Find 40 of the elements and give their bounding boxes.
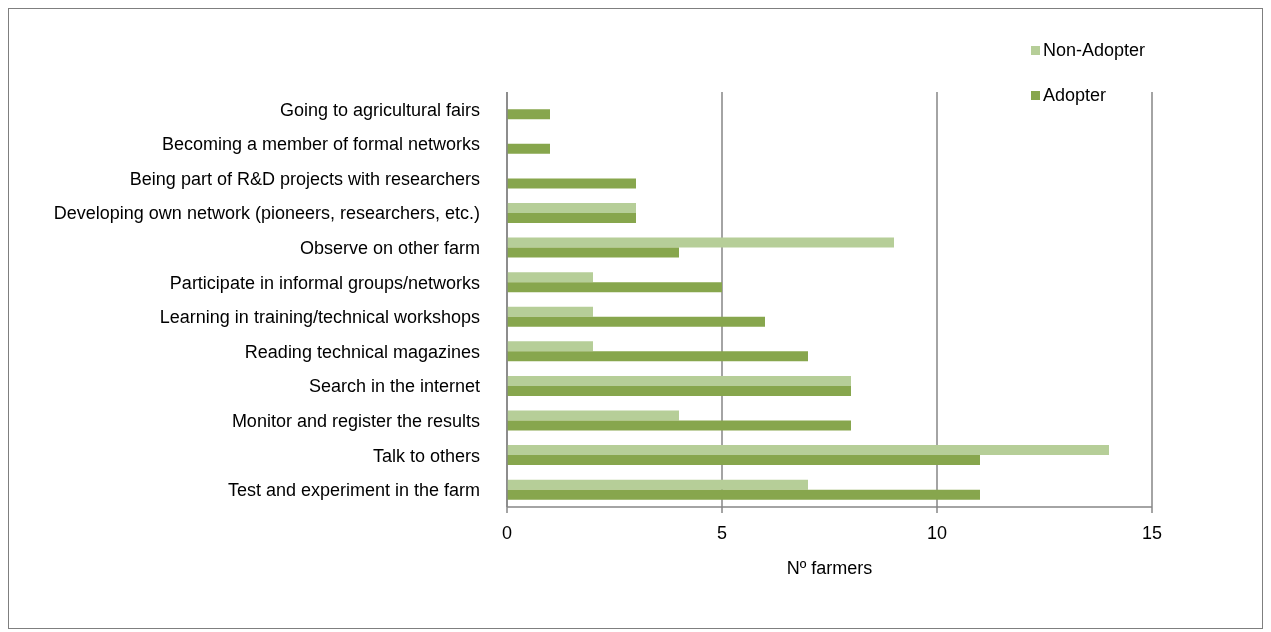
bar xyxy=(507,282,722,293)
y-tick-label: Talk to others xyxy=(372,445,480,466)
y-tick-label: Participate in informal groups/networks xyxy=(169,272,480,293)
legend-label: Adopter xyxy=(1043,84,1107,106)
bar xyxy=(507,203,636,214)
y-tick-label: Going to agricultural fairs xyxy=(279,99,480,120)
bar xyxy=(507,109,550,120)
bar xyxy=(507,306,593,317)
y-tick-label: Observe on other farm xyxy=(299,238,480,259)
x-tick-label: 0 xyxy=(501,522,513,543)
bar xyxy=(507,385,851,396)
legend-label: Non-Adopter xyxy=(1043,39,1146,61)
y-tick-label: Learning in training/technical workshops xyxy=(159,307,480,328)
y-tick-label: Reading technical magazines xyxy=(244,341,480,362)
bar xyxy=(507,489,980,500)
bar xyxy=(507,445,1109,456)
x-tick-label: 5 xyxy=(716,522,728,543)
x-tick-label: 15 xyxy=(1141,522,1163,543)
bar xyxy=(507,455,980,466)
bar xyxy=(507,247,679,258)
bar xyxy=(507,272,593,283)
bar xyxy=(507,213,636,224)
y-tick-label: Search in the internet xyxy=(308,376,480,397)
bar xyxy=(507,316,765,327)
x-tick-label: 10 xyxy=(926,522,948,543)
bar xyxy=(507,341,593,352)
bar xyxy=(507,420,851,431)
y-tick-label: Test and experiment in the farm xyxy=(227,480,480,501)
y-tick-label: Monitor and register the results xyxy=(231,410,480,431)
bar xyxy=(507,410,679,421)
bar xyxy=(507,237,894,248)
bar xyxy=(507,351,808,362)
bar xyxy=(507,375,851,386)
y-tick-label: Developing own network (pioneers, researchers, etc.) xyxy=(53,203,480,224)
y-tick-label: Being part of R&D projects with researchers xyxy=(129,168,480,189)
x-axis-title: Nº farmers xyxy=(786,557,873,578)
bar xyxy=(507,479,808,490)
bar xyxy=(507,178,636,189)
y-tick-label: Becoming a member of formal networks xyxy=(161,134,480,155)
bar xyxy=(507,143,550,154)
